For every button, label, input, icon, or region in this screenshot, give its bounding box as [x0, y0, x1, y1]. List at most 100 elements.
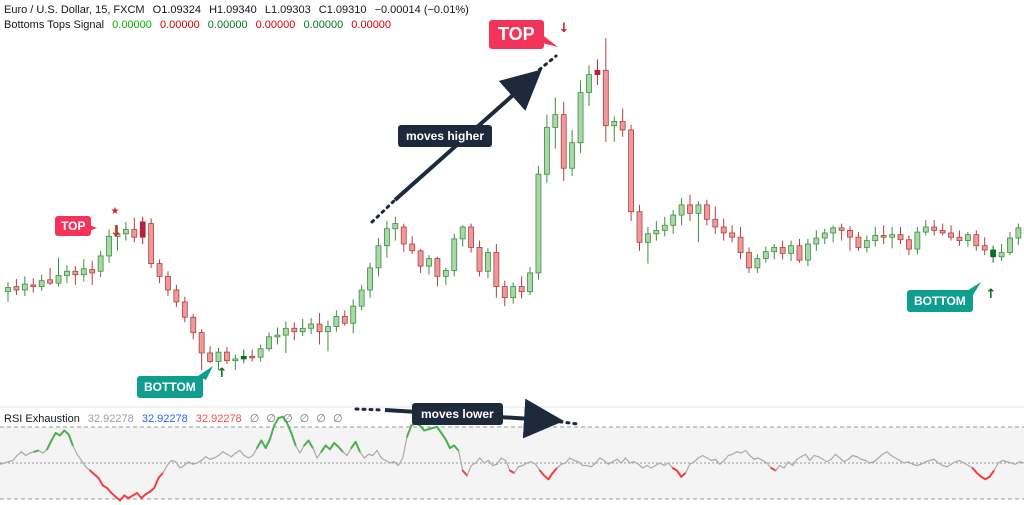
candle: [282, 321, 289, 353]
rsi-segment: [675, 469, 683, 478]
rsi-segment: [882, 451, 888, 455]
rsi-segment: [822, 458, 828, 463]
candle: [661, 216, 668, 237]
candle-body: [47, 279, 53, 284]
candle: [333, 310, 340, 332]
candle-body: [863, 240, 870, 248]
rsi-segment: [397, 457, 404, 467]
candle: [543, 114, 550, 183]
rsi-segment: [363, 453, 370, 459]
rsi-segment: [328, 442, 336, 451]
candle: [240, 349, 247, 364]
rsi-segment: [247, 454, 254, 459]
indicator-name[interactable]: Bottoms Tops Signal: [4, 19, 105, 31]
candle-body: [299, 327, 306, 333]
candle-body: [198, 332, 205, 354]
indicator-value: 0.00000: [255, 19, 296, 31]
rsi-segment: [67, 433, 74, 447]
candle: [805, 238, 811, 267]
candle-body: [139, 221, 146, 238]
rsi-segment: [787, 461, 794, 467]
candle: [510, 282, 517, 304]
symbol-title[interactable]: Euro / U.S. Dollar, 15, FXCM: [4, 4, 145, 16]
close-value: C1.09310: [318, 4, 367, 16]
candle: [914, 226, 921, 255]
candle-body: [350, 305, 357, 324]
rsi-segment: [312, 447, 318, 459]
rsi-segment: [466, 464, 472, 477]
candle: [493, 244, 500, 298]
candle: [426, 255, 432, 275]
candle: [224, 347, 230, 365]
candle: [198, 329, 205, 370]
candle: [316, 312, 323, 345]
rsi-name[interactable]: RSI Exhaustion: [4, 413, 80, 425]
candle-body: [358, 289, 365, 307]
rsi-segment: [264, 438, 271, 449]
candle: [459, 225, 466, 247]
candle-body: [569, 142, 576, 169]
rsi-segment: [852, 454, 858, 458]
candle: [527, 266, 533, 296]
moves-lower-label: moves lower: [412, 403, 503, 425]
rsi-segment: [222, 451, 228, 455]
rsi-segment: [971, 467, 978, 474]
rsi-segment: [607, 461, 614, 465]
candle-body: [964, 234, 971, 242]
rsi-segment: [80, 459, 87, 468]
rsi-segment: [650, 464, 657, 469]
rsi-segment: [612, 458, 618, 463]
rsi-segment: [350, 440, 357, 449]
candle: [173, 284, 180, 308]
candle: [21, 276, 28, 296]
rsi-segment: [230, 452, 237, 458]
candle-body: [661, 224, 668, 231]
candle-body: [417, 250, 424, 267]
rsi-segment: [912, 463, 918, 467]
candle-body: [89, 269, 96, 274]
rsi-segment: [813, 454, 819, 458]
rsi-segment: [920, 461, 927, 465]
top-label-small: TOP: [55, 216, 92, 236]
candle-body: [232, 358, 239, 362]
candle-body: [80, 268, 87, 276]
rsi-segment: [461, 469, 469, 477]
rsi-segment: [406, 424, 413, 438]
candle: [670, 209, 677, 234]
rsi-segment: [843, 458, 849, 463]
candle-body: [645, 233, 651, 243]
candle: [712, 206, 719, 234]
candle-body: [367, 267, 373, 291]
rsi-segment: [732, 451, 738, 455]
candle: [939, 223, 946, 236]
rsi-segment: [603, 459, 610, 465]
rsi-segment: [320, 444, 327, 453]
rsi-segment: [620, 457, 627, 464]
rsi-value: 32.92278: [141, 413, 188, 425]
candle: [400, 223, 407, 252]
candle-body: [653, 229, 660, 235]
rsi-segment: [659, 462, 665, 467]
rsi-segment: [25, 452, 31, 457]
candle-body: [114, 233, 121, 237]
moves-lower-dots: [354, 407, 385, 412]
rsi-segment: [941, 464, 948, 468]
candle-body: [754, 258, 761, 269]
candle-body: [703, 204, 710, 220]
rsi-segment: [37, 449, 44, 454]
candle: [762, 246, 769, 263]
candle: [594, 59, 601, 85]
candle-body: [527, 272, 533, 293]
rsi-segment: [12, 454, 18, 462]
candle: [703, 199, 710, 226]
candle: [586, 65, 592, 107]
candle: [80, 259, 87, 282]
candle: [501, 280, 508, 307]
candle: [636, 204, 643, 251]
candle: [122, 221, 129, 241]
rsi-segment: [504, 459, 511, 472]
rsi-segment: [702, 454, 708, 459]
rsi-segment: [354, 440, 361, 453]
rsi-segment: [183, 461, 190, 467]
